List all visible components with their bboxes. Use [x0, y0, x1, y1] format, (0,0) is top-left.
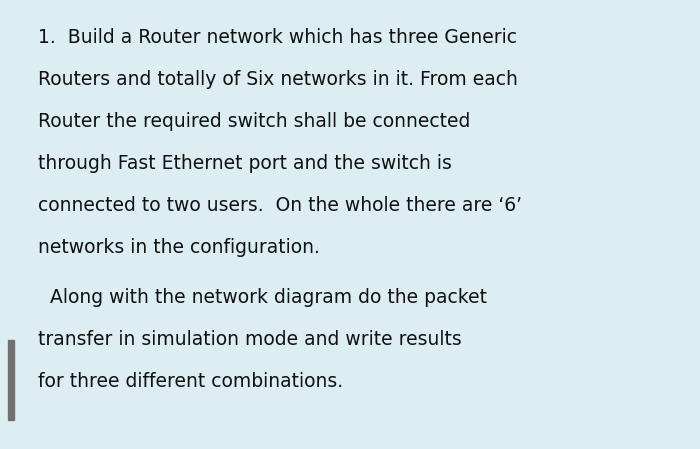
Text: through Fast Ethernet port and the switch is: through Fast Ethernet port and the switc…	[38, 154, 452, 173]
Text: 1.  Build a Router network which has three Generic: 1. Build a Router network which has thre…	[38, 28, 517, 47]
Text: transfer in simulation mode and write results: transfer in simulation mode and write re…	[38, 330, 462, 349]
Text: networks in the configuration.: networks in the configuration.	[38, 238, 320, 257]
Text: Routers and totally of Six networks in it. From each: Routers and totally of Six networks in i…	[38, 70, 518, 89]
Text: for three different combinations.: for three different combinations.	[38, 372, 343, 391]
Bar	[8, 340, 14, 420]
Text: Router the required switch shall be connected: Router the required switch shall be conn…	[38, 112, 470, 131]
Text: Along with the network diagram do the packet: Along with the network diagram do the pa…	[38, 288, 487, 307]
Text: connected to two users.  On the whole there are ‘6’: connected to two users. On the whole the…	[38, 196, 522, 215]
